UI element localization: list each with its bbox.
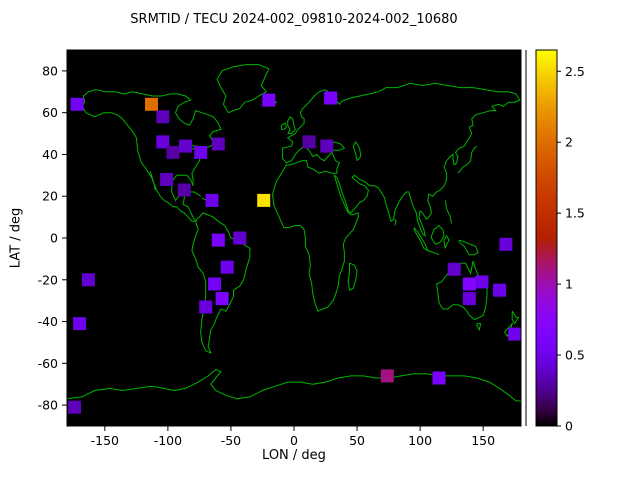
data-cell <box>508 327 521 341</box>
colorbar-tick-label: 2.5 <box>565 64 585 79</box>
plot-title: SRMTID / TECU 2024-002_09810-2024-002_10… <box>130 12 458 27</box>
coastline <box>504 321 514 338</box>
y-tick-label: 40 <box>42 147 58 162</box>
x-tick-label: 50 <box>349 433 365 448</box>
colorbar <box>536 50 557 426</box>
coastline <box>511 310 520 325</box>
data-cell <box>447 262 461 276</box>
data-cell <box>160 173 174 186</box>
data-cell <box>257 193 271 207</box>
colorbar-tick-label: 0.5 <box>565 348 585 363</box>
y-tick-label: -60 <box>38 356 58 371</box>
colorbar-tick-label: 1.5 <box>565 206 585 221</box>
data-cell <box>432 371 446 385</box>
data-cell <box>179 139 192 153</box>
data-cell <box>156 110 170 124</box>
coastline <box>476 323 482 332</box>
data-cell <box>81 273 95 287</box>
colorbar-tick-label: 1 <box>565 277 573 292</box>
x-axis-label: LON / deg <box>262 448 326 463</box>
y-tick-label: 80 <box>42 63 58 78</box>
data-cell <box>68 400 82 414</box>
data-cell <box>205 193 219 207</box>
coastline <box>81 89 222 222</box>
data-cell <box>475 275 489 289</box>
data-cell <box>302 135 316 149</box>
coastline <box>457 145 478 174</box>
coastline <box>458 239 479 256</box>
data-cell <box>462 292 476 306</box>
data-cell <box>73 317 87 331</box>
data-cell <box>199 300 213 314</box>
data-cell <box>145 97 158 111</box>
x-tick-label: -100 <box>154 433 182 448</box>
x-tick-label: 100 <box>408 433 432 448</box>
data-cell <box>324 91 338 105</box>
y-tick-label: -80 <box>38 398 58 413</box>
coastline <box>216 64 270 114</box>
y-tick-label: -20 <box>38 272 58 287</box>
x-tick-label: -150 <box>91 433 119 448</box>
data-cell <box>211 233 225 247</box>
x-tick-label: 150 <box>471 433 495 448</box>
colorbar-border <box>535 49 558 427</box>
coastlines-layer <box>67 64 521 402</box>
coastline <box>427 250 440 256</box>
y-tick-label: 0 <box>50 231 58 246</box>
coastline <box>149 171 156 191</box>
coastline <box>287 116 296 135</box>
coastline <box>443 234 450 249</box>
data-cells-layer <box>68 91 521 414</box>
coastline <box>191 212 251 354</box>
coastline <box>67 369 521 402</box>
coastline <box>347 262 358 291</box>
plot-area <box>67 50 521 426</box>
data-cell <box>233 231 247 245</box>
data-cell <box>462 277 476 291</box>
data-cell <box>194 145 208 159</box>
coastline <box>394 218 397 226</box>
coastline <box>352 140 362 162</box>
coastline <box>280 122 287 130</box>
data-cell <box>70 97 84 111</box>
data-cell <box>166 145 180 159</box>
data-cell <box>156 135 170 149</box>
data-cell <box>211 137 225 151</box>
data-cell <box>262 93 276 107</box>
coastline <box>431 224 445 245</box>
y-tick-label: 20 <box>42 189 58 204</box>
data-cell <box>320 139 334 153</box>
data-cell <box>493 283 507 297</box>
data-cell <box>208 277 222 291</box>
coastline <box>272 82 521 312</box>
data-cell <box>215 292 229 306</box>
data-cell <box>220 260 234 274</box>
colorbar-tick-label: 0 <box>565 419 573 434</box>
y-tick-label: -40 <box>38 314 58 329</box>
data-cell <box>380 369 394 383</box>
data-cell <box>177 183 191 197</box>
x-tick-label: 0 <box>290 433 298 448</box>
colorbar-tick-label: 2 <box>565 135 573 150</box>
data-cell <box>499 237 513 251</box>
x-tick-label: -50 <box>221 433 241 448</box>
y-tick-label: 60 <box>42 105 58 120</box>
coastline <box>444 200 453 224</box>
